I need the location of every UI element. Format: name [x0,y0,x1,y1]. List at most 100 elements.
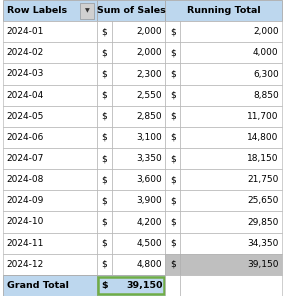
Bar [112,21,165,42]
Text: 4,200: 4,200 [137,218,162,226]
Text: 2,000: 2,000 [253,27,279,36]
Text: 2024-10: 2024-10 [7,218,44,226]
Text: 2024-09: 2024-09 [7,196,44,205]
Text: $: $ [170,196,176,205]
Bar [3,63,97,85]
Bar [165,0,282,21]
Text: $: $ [170,70,176,78]
Bar [112,106,165,127]
Text: $: $ [170,27,176,36]
Bar [112,233,165,254]
Bar [165,21,180,42]
Bar [112,85,165,106]
Bar [97,106,112,127]
Bar [165,190,180,211]
Text: 3,600: 3,600 [137,175,162,184]
Bar [180,169,282,190]
Text: 39,150: 39,150 [126,281,162,290]
Bar [3,106,97,127]
Text: 6,300: 6,300 [253,70,279,78]
Text: Sum of Sales: Sum of Sales [97,6,165,15]
Text: 39,150: 39,150 [247,260,279,269]
Bar [165,233,180,254]
Text: $: $ [170,133,176,142]
Text: 2024-04: 2024-04 [7,91,44,100]
Text: 29,850: 29,850 [247,218,279,226]
Bar [180,275,282,296]
Text: 14,800: 14,800 [247,133,279,142]
Text: ▼: ▼ [85,8,89,13]
Bar [97,148,112,169]
Text: 2,000: 2,000 [137,27,162,36]
Bar [97,0,165,21]
Text: $: $ [170,218,176,226]
Text: 2,000: 2,000 [137,48,162,57]
Text: 25,650: 25,650 [247,196,279,205]
Text: 2024-06: 2024-06 [7,133,44,142]
Bar [112,211,165,233]
Text: $: $ [170,48,176,57]
Text: 2024-11: 2024-11 [7,239,44,248]
Bar [112,254,165,275]
Bar [180,21,282,42]
Text: 3,100: 3,100 [137,133,162,142]
Text: 2,300: 2,300 [137,70,162,78]
Bar [165,169,180,190]
Bar [97,85,112,106]
Bar [3,21,97,42]
Text: $: $ [101,70,107,78]
Bar [112,190,165,211]
Text: 2024-03: 2024-03 [7,70,44,78]
Bar [3,275,97,296]
Text: 34,350: 34,350 [247,239,279,248]
Text: 2024-02: 2024-02 [7,48,44,57]
Text: $: $ [101,133,107,142]
Bar [165,85,180,106]
Bar [180,190,282,211]
Bar [3,42,97,63]
Bar [180,254,282,275]
Text: 2,550: 2,550 [137,91,162,100]
Bar [165,127,180,148]
Bar [97,211,112,233]
Text: $: $ [101,112,107,121]
Bar [3,254,97,275]
Text: $: $ [170,175,176,184]
Text: 8,850: 8,850 [253,91,279,100]
Bar [3,233,97,254]
Bar [3,169,97,190]
Text: $: $ [101,196,107,205]
Text: 2024-07: 2024-07 [7,154,44,163]
Bar [97,21,112,42]
Text: 11,700: 11,700 [247,112,279,121]
Bar [3,85,97,106]
Text: Row Labels: Row Labels [7,6,67,15]
Bar [112,63,165,85]
Text: $: $ [170,239,176,248]
Text: 18,150: 18,150 [247,154,279,163]
Text: 2,850: 2,850 [137,112,162,121]
Bar [180,63,282,85]
Text: 3,350: 3,350 [137,154,162,163]
Text: $: $ [101,154,107,163]
Bar [3,211,97,233]
Text: Running Total: Running Total [187,6,260,15]
Text: 4,800: 4,800 [137,260,162,269]
Text: $: $ [101,91,107,100]
Text: Grand Total: Grand Total [7,281,69,290]
Bar [180,42,282,63]
Bar [180,85,282,106]
Bar [97,42,112,63]
Bar [98,277,164,294]
Bar [97,254,112,275]
Bar [165,63,180,85]
Bar [97,63,112,85]
Bar [112,169,165,190]
Text: $: $ [101,281,108,290]
Text: $: $ [101,175,107,184]
Bar [165,42,180,63]
Text: $: $ [170,260,176,269]
Bar [3,148,97,169]
Bar [165,148,180,169]
Text: $: $ [170,91,176,100]
